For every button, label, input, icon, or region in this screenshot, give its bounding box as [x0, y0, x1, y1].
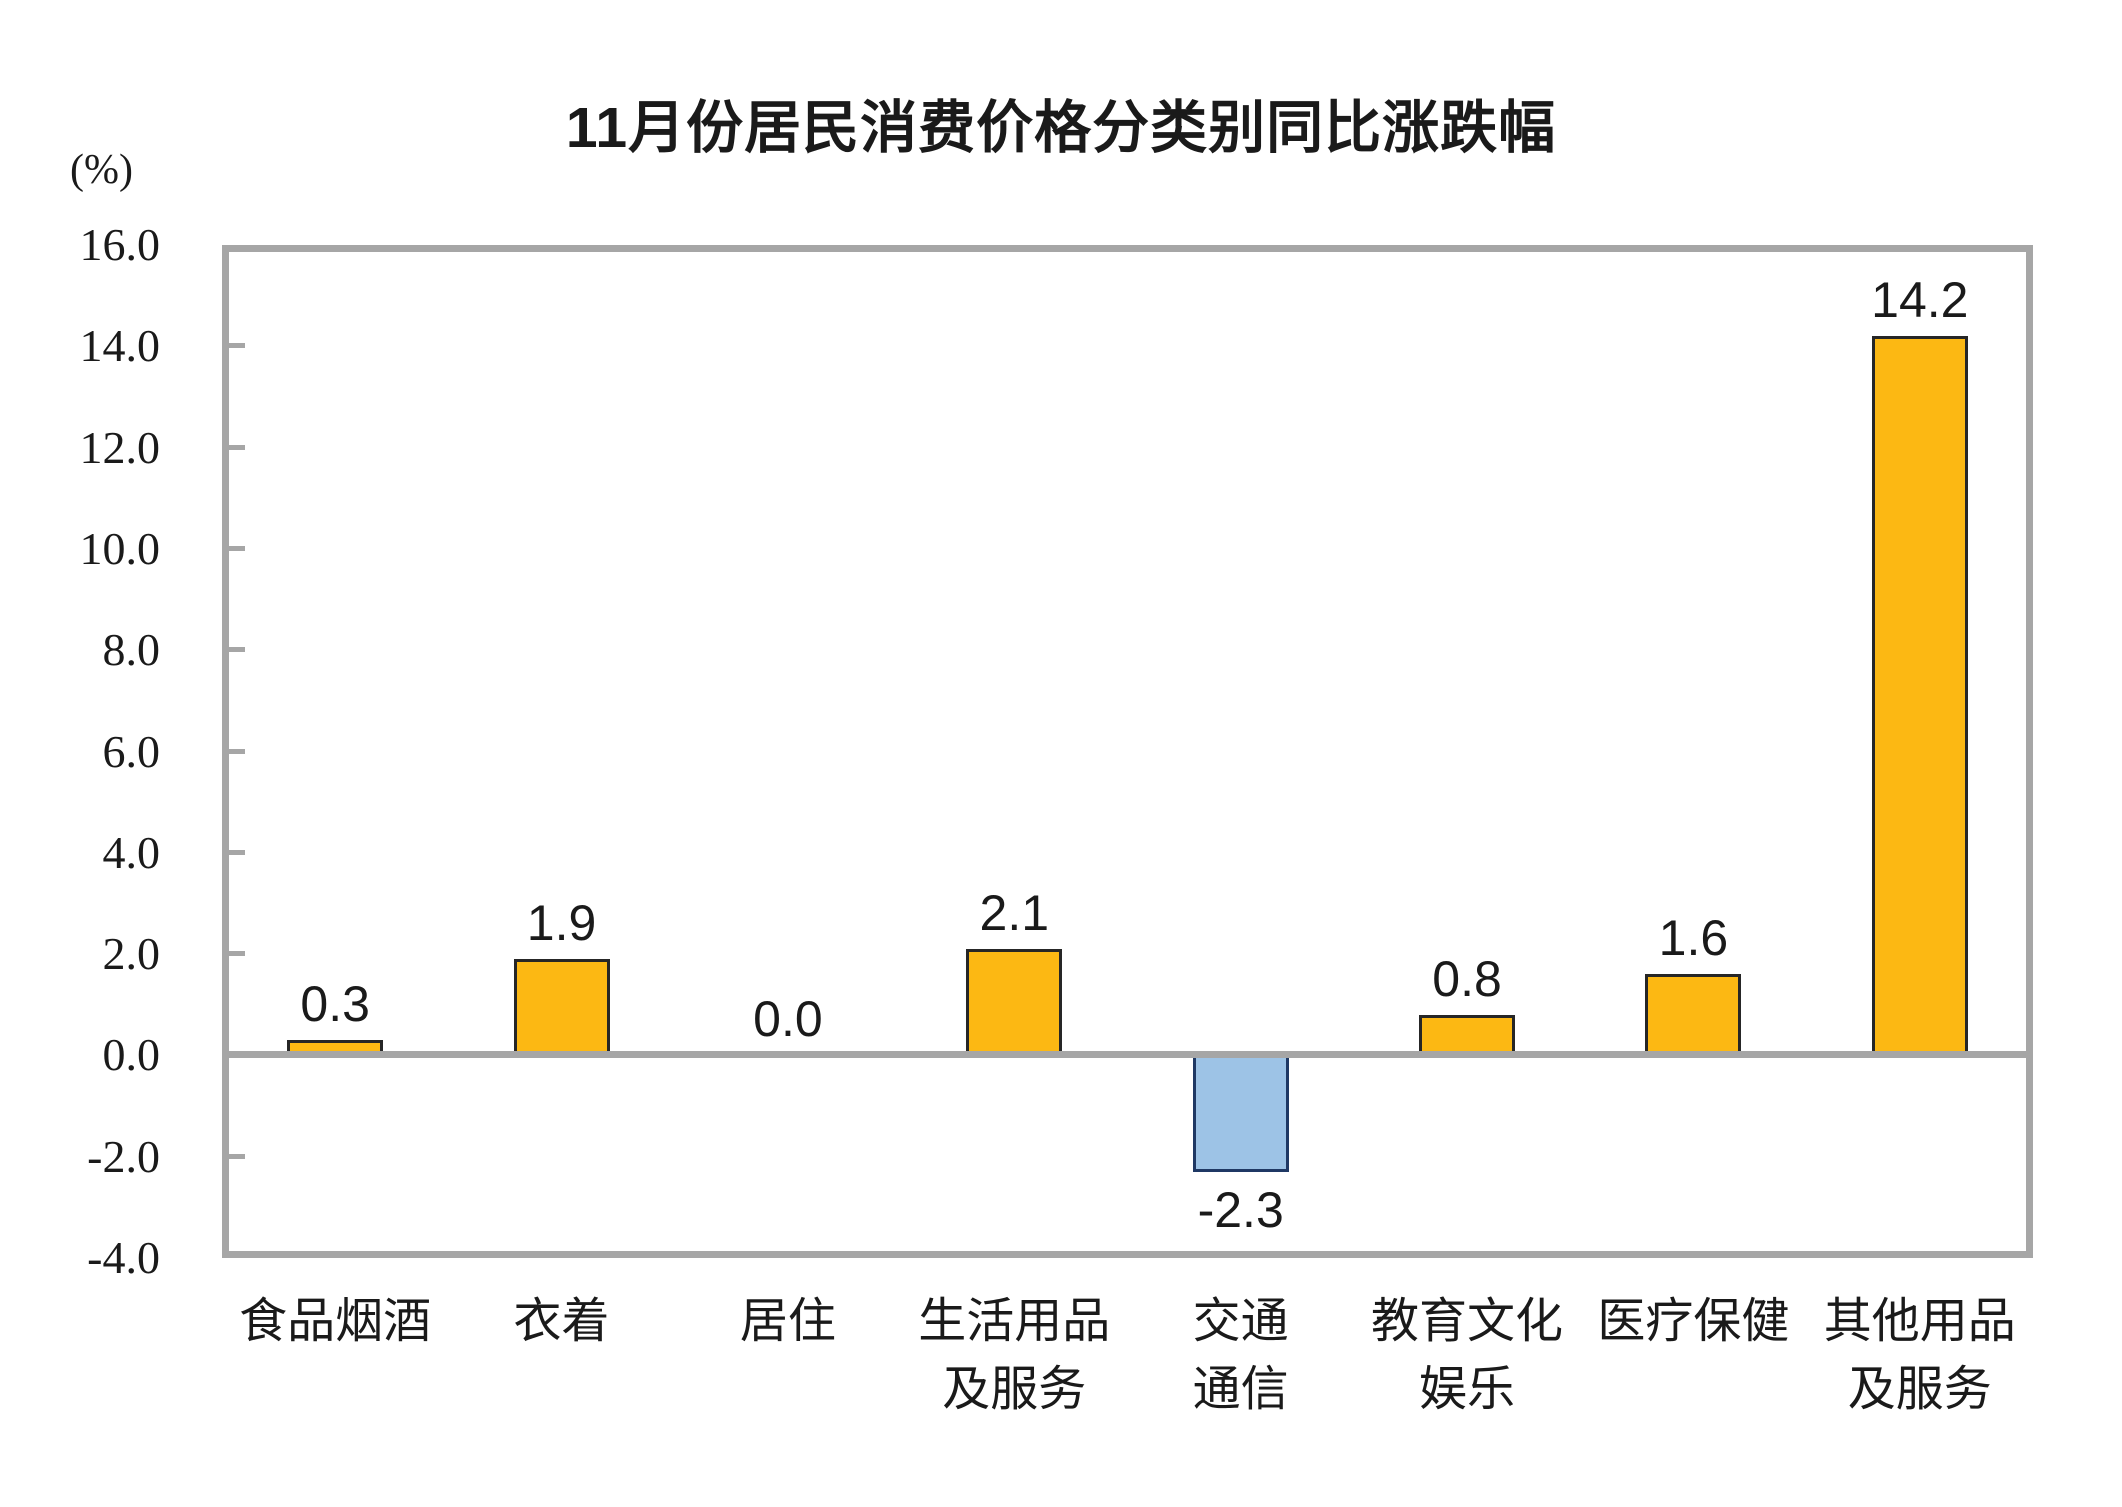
bar-value-label: -2.3 [1197, 1181, 1284, 1238]
y-tick-label: 10.0 [79, 522, 161, 574]
bar-value-label: 1.9 [526, 895, 597, 952]
y-tick-label: 4.0 [102, 826, 161, 878]
y-tick-label: 2.0 [102, 928, 161, 980]
category-label: 食品烟酒 [239, 1295, 432, 1348]
y-tick-label: 12.0 [79, 421, 161, 473]
bar-4 [1192, 1055, 1289, 1172]
bar-value-label: 0.8 [1432, 950, 1502, 1007]
category-label: 生活用品 及服务 [918, 1295, 1111, 1416]
y-tick-label: 0.0 [102, 1029, 161, 1081]
bar-1 [513, 959, 610, 1056]
category-label: 教育文化 娱乐 [1371, 1295, 1564, 1416]
y-tick-label: -4.0 [87, 1232, 160, 1283]
bar-value-label: 14.2 [1871, 272, 1969, 329]
y-tick-label: 8.0 [102, 624, 161, 676]
y-tick-mark [229, 444, 245, 450]
y-tick-label: 14.0 [79, 320, 161, 372]
bar-value-label: 1.6 [1658, 910, 1729, 967]
bar-value-label: 0.0 [753, 991, 823, 1048]
category-label: 交通 通信 [1192, 1295, 1289, 1416]
y-tick-label: 16.0 [79, 219, 161, 270]
plot-area-frame [222, 245, 2033, 1258]
bar-5 [1419, 1014, 1516, 1056]
zero-axis-line [222, 1051, 2033, 1059]
y-tick-mark [229, 545, 245, 551]
y-tick-mark [229, 343, 245, 349]
y-tick-mark [229, 951, 245, 957]
y-tick-label: -2.0 [87, 1130, 160, 1182]
bar-6 [1645, 974, 1742, 1056]
bar-value-label: 0.3 [300, 976, 370, 1033]
category-label: 其他用品 及服务 [1823, 1295, 2016, 1416]
y-tick-label: 6.0 [102, 725, 161, 777]
y-tick-mark [229, 1153, 245, 1159]
category-label: 衣着 [513, 1295, 610, 1348]
bar-7 [1871, 336, 1968, 1056]
bar-value-label: 2.1 [979, 885, 1050, 942]
y-tick-mark [229, 849, 245, 855]
category-label: 医疗保健 [1597, 1295, 1790, 1348]
y-tick-mark [229, 748, 245, 754]
chart-title: 11月份居民消费价格分类别同比涨跌幅 [565, 96, 1557, 160]
y-axis-unit-label: (%) [70, 147, 133, 193]
y-tick-mark [229, 647, 245, 653]
category-label: 居住 [739, 1295, 836, 1348]
bar-3 [966, 949, 1063, 1056]
